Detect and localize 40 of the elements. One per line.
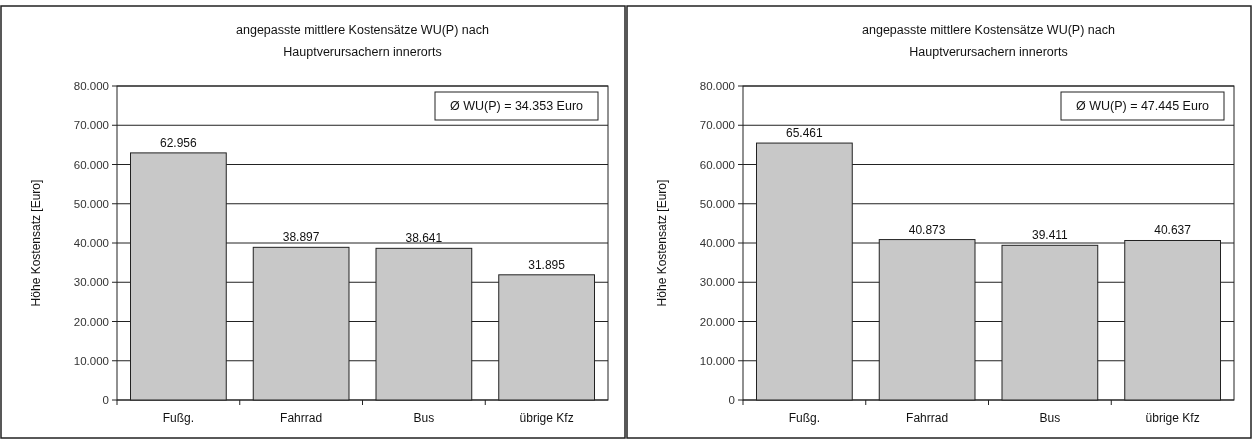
y-tick-label: 60.000 <box>73 158 109 171</box>
data-label: 65.461 <box>786 126 824 141</box>
annotation: Ø WU(P) = 34.353 Euro <box>449 99 584 114</box>
y-tick-label: 50.000 <box>73 197 109 210</box>
x-tick-label: Bus <box>1039 411 1061 425</box>
y-tick-label: 40.000 <box>73 237 109 250</box>
y-tick-label: 60.000 <box>699 158 735 171</box>
x-tick-label: Fahrrad <box>280 411 323 425</box>
x-tick-label: Bus <box>413 411 435 425</box>
chart-title: angepasste mittlere Kostensätze WU(P) nach Hauptverursachern innerorts <box>862 23 1115 59</box>
y-tick-label: 50.000 <box>699 197 735 210</box>
y-tick-label: 70.000 <box>699 119 735 132</box>
y-tick-label: 20.000 <box>73 315 109 328</box>
x-tick-label: übrige Kfz <box>519 411 574 425</box>
y-tick-label: 10.000 <box>699 354 735 367</box>
y-tick-label: 20.000 <box>699 315 735 328</box>
y-tick-label: 0 <box>102 394 109 407</box>
data-label: 39.411 <box>1031 228 1069 243</box>
y-tick-label: 40.000 <box>699 237 735 250</box>
x-tick-label: Fahrrad <box>906 411 949 425</box>
data-label: 40.637 <box>1154 223 1192 238</box>
y-axis-title: Höhe Kostensatz [Euro] <box>655 179 669 307</box>
data-label: 62.956 <box>160 135 198 150</box>
data-label: 40.873 <box>908 222 946 237</box>
y-tick-label: 10.000 <box>73 354 109 367</box>
y-tick-label: 80.000 <box>699 80 735 93</box>
data-label: 38.641 <box>405 231 443 246</box>
x-tick-label: Fußg. <box>788 411 821 425</box>
y-tick-label: 0 <box>728 394 735 407</box>
x-tick-label: Fußg. <box>162 411 195 425</box>
x-tick-label: übrige Kfz <box>1145 411 1200 425</box>
data-label: 38.897 <box>282 230 320 245</box>
y-tick-label: 80.000 <box>73 80 109 93</box>
y-axis-title: Höhe Kostensatz [Euro] <box>29 179 43 307</box>
y-tick-label: 70.000 <box>73 119 109 132</box>
data-label: 31.895 <box>528 257 566 272</box>
y-tick-label: 30.000 <box>699 276 735 289</box>
y-tick-label: 30.000 <box>73 276 109 289</box>
annotation: Ø WU(P) = 47.445 Euro <box>1075 99 1210 114</box>
chart-title: angepasste mittlere Kostensätze WU(P) nach Hauptverursachern innerorts <box>236 23 489 59</box>
